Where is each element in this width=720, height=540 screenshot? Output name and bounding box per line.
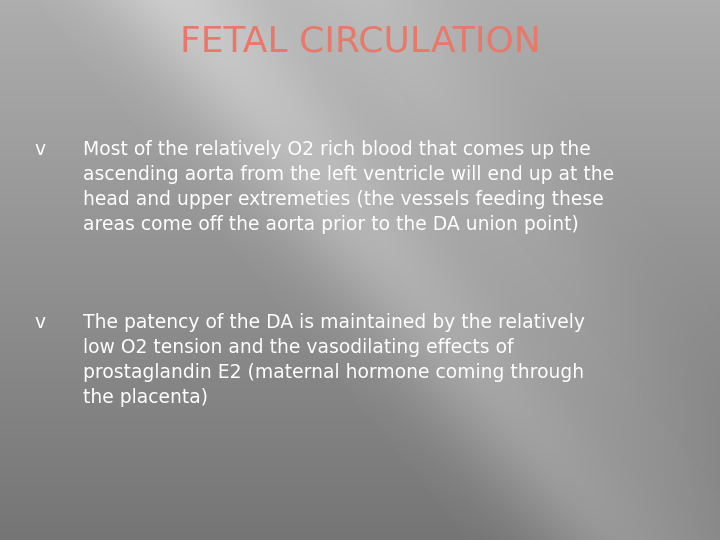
Text: The patency of the DA is maintained by the relatively
low O2 tension and the vas: The patency of the DA is maintained by t… — [83, 313, 585, 407]
Text: v: v — [34, 313, 45, 332]
Text: FETAL CIRCULATION: FETAL CIRCULATION — [179, 24, 541, 58]
Text: v: v — [34, 140, 45, 159]
Text: Most of the relatively O2 rich blood that comes up the
ascending aorta from the : Most of the relatively O2 rich blood tha… — [83, 140, 614, 234]
